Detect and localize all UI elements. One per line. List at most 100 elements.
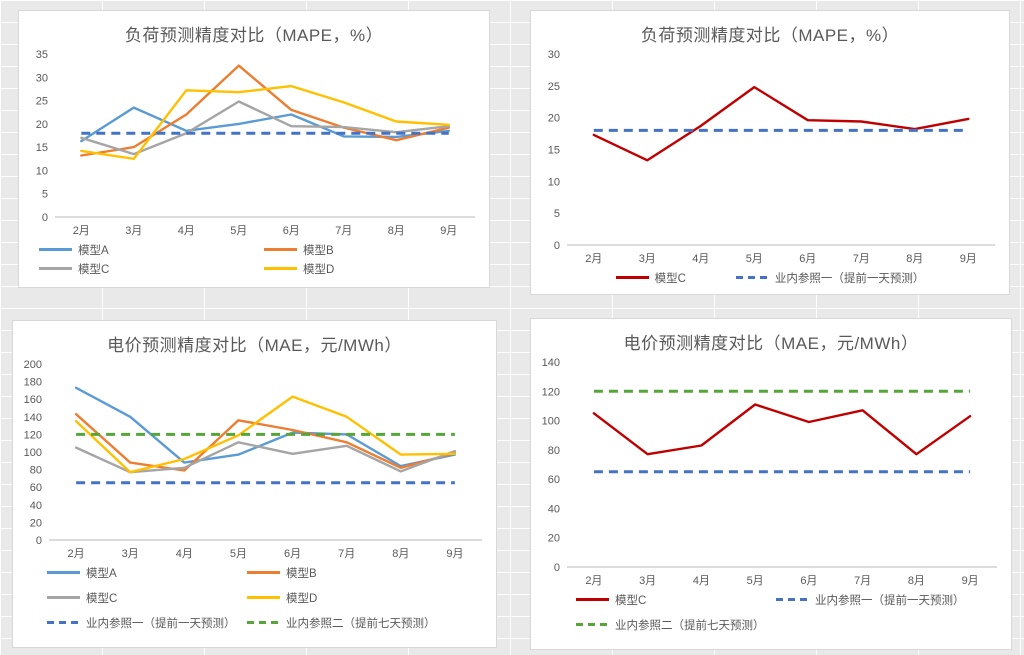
y-tick-label: 80 (30, 465, 42, 477)
plot-area: 0 20 40 60 80 100 120 140 160 180 200 2月 3月 4月 5月 6月 7月 8… (24, 359, 482, 560)
x-tick-label: 5月 (747, 575, 764, 587)
legend-item[interactable]: 业内参照二（提前七天预测） (576, 617, 776, 633)
legend-label: 模型A (86, 567, 117, 580)
legend-line-icon (39, 267, 72, 270)
legend-line-icon (264, 248, 297, 251)
x-tick-label: 9月 (446, 548, 463, 560)
x-tick-label: 5月 (746, 253, 763, 265)
y-tick-label: 25 (548, 81, 560, 93)
y-tick-label: 35 (36, 49, 48, 61)
chart-price-mae-models[interactable]: 电价预测精度对比（MAE，元/MWh） 0 20 40 60 80 100 120 140 16… (12, 320, 497, 648)
chart-price-mae-modelc-vs-refs[interactable]: 电价预测精度对比（MAE，元/MWh） 0 20 40 60 80 100 120 140 2月… (530, 318, 1012, 650)
y-tick-label: 0 (554, 240, 560, 252)
legend-item[interactable]: 业内参照一（提前一天预测） (47, 615, 247, 631)
legend-line-icon (47, 571, 80, 574)
legend-item[interactable]: 模型D (264, 261, 489, 277)
series-line-3[interactable] (74, 395, 457, 474)
y-tick-label: 15 (36, 142, 48, 154)
legend-line-icon (576, 598, 609, 601)
y-tick-label: 120 (24, 429, 42, 441)
legend-label: 模型B (286, 567, 317, 580)
x-tick-label: 6月 (284, 548, 301, 560)
legend-dashed-line-icon (576, 623, 609, 626)
legend-line-icon (615, 276, 649, 279)
legend-item[interactable]: 模型A (47, 565, 247, 581)
x-tick-label: 9月 (440, 225, 457, 237)
x-tick-label: 8月 (392, 548, 409, 560)
y-tick-label: 0 (554, 562, 560, 574)
legend-label: 模型C (654, 272, 686, 285)
chart-title: 负荷预测精度对比（MAPE，%） (640, 26, 900, 45)
legend-item[interactable]: 模型C (576, 592, 776, 608)
y-tick-label: 40 (30, 500, 42, 512)
x-tick-label: 2月 (585, 575, 602, 587)
x-tick-label: 6月 (283, 225, 300, 237)
legend-item[interactable]: 业内参照二（提前七天预测） (247, 615, 447, 631)
x-tick-label: 4月 (692, 253, 709, 265)
y-tick-label: 25 (36, 96, 48, 108)
legend-item[interactable]: 模型C (39, 261, 264, 277)
legend-label: 业内参照一（提前一天预测） (815, 594, 965, 607)
legend-item[interactable]: 模型B (264, 242, 489, 258)
legend-label: 模型D (303, 263, 335, 276)
series-line-0[interactable] (80, 106, 450, 143)
y-tick-label: 180 (24, 377, 42, 389)
chart-load-mape-models[interactable]: 负荷预测精度对比（MAPE，%） 0 5 10 15 20 25 30 35 2月 3月 4月 5月 6… (18, 10, 490, 288)
y-tick-label: 20 (30, 517, 42, 529)
x-tick-label: 3月 (122, 548, 139, 560)
series-line-0[interactable] (74, 386, 457, 468)
x-tick-label: 7月 (338, 548, 355, 560)
x-tick-label: 7月 (854, 575, 871, 587)
y-tick-label: 100 (542, 416, 560, 428)
x-tick-label: 3月 (639, 253, 656, 265)
chart-title: 电价预测精度对比（MAE，元/MWh） (107, 336, 402, 355)
y-tick-label: 60 (30, 482, 42, 494)
x-tick-label: 4月 (178, 225, 195, 237)
legend-label: 模型B (303, 244, 334, 257)
y-tick-label: 80 (548, 445, 560, 457)
x-tick-label: 6月 (800, 575, 817, 587)
legend-label: 模型D (286, 592, 318, 605)
y-tick-label: 160 (24, 394, 42, 406)
legend-item[interactable]: 业内参照一（提前一天预测） (776, 592, 976, 608)
chart-legend: 模型C 业内参照一（提前一天预测） 业内参照二（提前七天预测） (531, 591, 1011, 649)
x-tick-label: 4月 (693, 575, 710, 587)
series-line-1[interactable] (80, 64, 450, 157)
legend-dashed-line-icon (47, 621, 80, 624)
legend-label: 业内参照二（提前七天预测） (286, 617, 436, 630)
legend-label: 业内参照一（提前一天预测） (86, 617, 236, 630)
x-tick-label: 7月 (853, 253, 870, 265)
x-tick-label: 9月 (962, 575, 979, 587)
legend-item[interactable]: 模型C (47, 590, 247, 606)
series-line-0[interactable] (592, 403, 972, 456)
y-tick-label: 30 (36, 72, 48, 84)
legend-line-icon (264, 267, 297, 270)
x-tick-label: 5月 (230, 225, 247, 237)
legend-item[interactable]: 业内参照一（提前一天预测） (735, 270, 925, 286)
legend-line-icon (247, 596, 280, 599)
legend-label: 模型C (615, 594, 647, 607)
series-line-1[interactable] (74, 413, 457, 472)
series-line-3[interactable] (80, 84, 450, 161)
y-tick-label: 20 (548, 113, 560, 125)
legend-line-icon (47, 596, 80, 599)
legend-item[interactable]: 模型D (247, 590, 447, 606)
legend-dashed-line-icon (247, 621, 280, 624)
chart-legend: 模型A 模型B 模型C 模型D 业内参照一（提前一天预测） 业内参照二（提前七天预测） (13, 564, 496, 647)
legend-label: 模型C (78, 263, 110, 276)
legend-item[interactable]: 模型B (247, 565, 447, 581)
series-line-0[interactable] (592, 85, 970, 162)
legend-item[interactable]: 模型C (615, 270, 686, 286)
legend-item[interactable]: 模型A (39, 242, 264, 258)
legend-label: 业内参照一（提前一天预测） (774, 272, 925, 285)
series-line-2[interactable] (74, 441, 457, 474)
chart-load-mape-modelc-vs-ref[interactable]: 负荷预测精度对比（MAPE，%） 0 5 10 15 20 25 30 2月 3月 4月 5月 6月 7… (530, 10, 1010, 295)
y-tick-label: 15 (548, 145, 560, 157)
x-tick-label: 8月 (906, 253, 923, 265)
legend-line-icon (39, 248, 72, 251)
series-line-2[interactable] (80, 100, 450, 156)
x-tick-label: 8月 (908, 575, 925, 587)
chart-title: 负荷预测精度对比（MAPE，%） (124, 26, 384, 45)
y-tick-label: 20 (548, 533, 560, 545)
